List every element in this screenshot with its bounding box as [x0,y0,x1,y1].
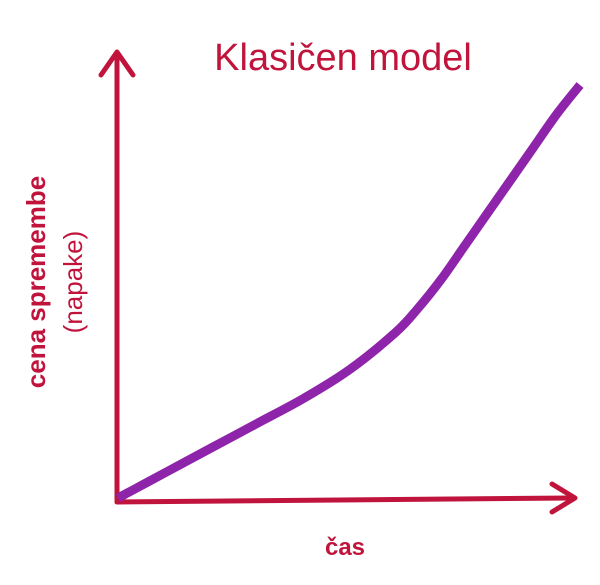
y-axis-arrow-icon [98,49,136,78]
x-axis-arrow-icon [549,481,578,515]
x-axis-label: čas [325,534,365,561]
y-axis-sublabel: (napake) [58,231,88,334]
x-axis [114,495,573,505]
series-layer [115,82,584,502]
y-axis-label: cena spremembe [21,176,51,388]
chart-title: Klasičen model [214,37,472,79]
series-line [115,82,584,502]
axes [98,49,578,515]
